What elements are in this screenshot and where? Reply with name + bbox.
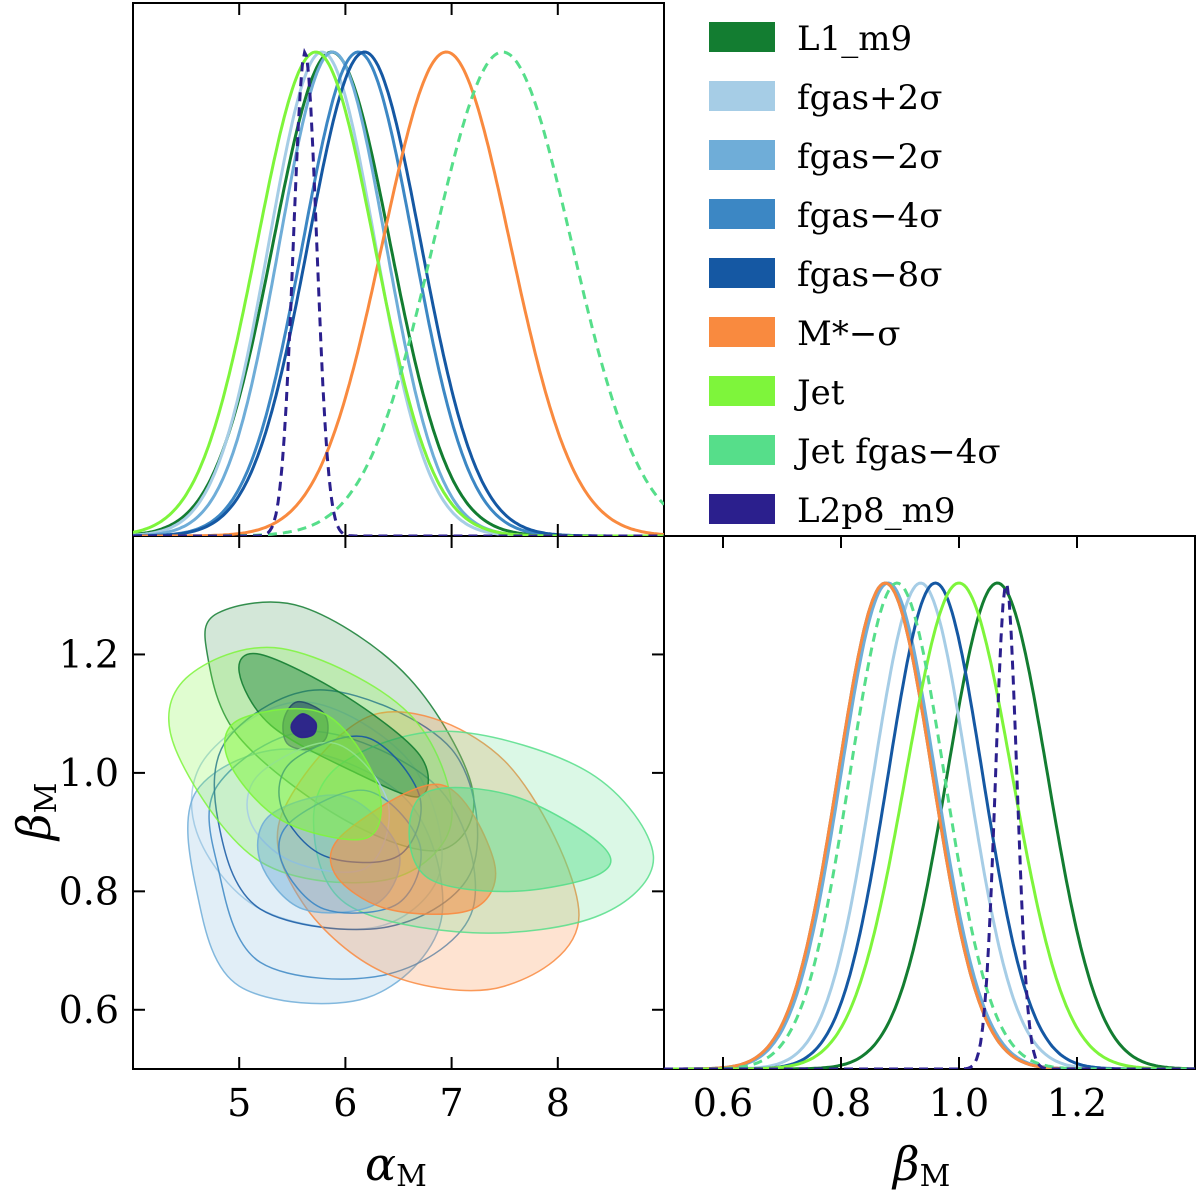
beta-ytick-label-1.2: 1.2 [59, 632, 119, 676]
legend-label-fgas−2σ: fgas−2σ [797, 137, 942, 177]
beta-marginal-L1_m9 [664, 581, 1195, 1069]
beta-ytick-label-0.8: 0.8 [59, 869, 119, 913]
x-axis-label-beta: βM [891, 1137, 950, 1194]
legend-swatch-fgas+2σ [709, 81, 775, 111]
y-axis-label-beta: βM [7, 783, 64, 842]
beta-marginal-curves [664, 581, 1195, 1069]
contour68-Jet [223, 707, 382, 841]
beta-marginal-panel [663, 535, 1196, 1070]
legend-swatch-fgas−4σ [709, 199, 775, 229]
beta-ytick-label-1: 1.0 [59, 751, 119, 795]
legend-label-fgas−8σ: fgas−8σ [797, 255, 942, 295]
contour68-L2p8_m9 [290, 712, 318, 739]
beta-marginal-M*−σ [664, 581, 1195, 1069]
legend-label-L1_m9: L1_m9 [797, 19, 912, 59]
legend-swatch-M*−σ [709, 317, 775, 347]
legend-label-Jet fgas−4σ: Jet fgas−4σ [794, 432, 1001, 472]
legend-swatch-Jet fgas−4σ [709, 435, 775, 465]
alpha-tick-label-7: 7 [440, 1081, 464, 1125]
legend-label-Jet: Jet [794, 373, 845, 413]
legend: L1_m9 fgas+2σ fgas−2σ fgas−4σ fgas−8σ M*−σ Jet… [709, 19, 1001, 531]
beta-xtick-label-0.6: 0.6 [693, 1081, 753, 1125]
legend-swatch-L2p8_m9 [709, 494, 775, 524]
legend-swatch-L1_m9 [709, 22, 775, 52]
alpha-marginal-Jet [133, 50, 664, 536]
legend-swatch-fgas−2σ [709, 140, 775, 170]
x-axis-label-alpha: αM [365, 1137, 427, 1194]
axis-ticks: 5 6 7 8 0.6 0.6 0.8 0.8 1.0 1.0 1.2 1.2 [59, 3, 1107, 1125]
alpha-tick-label-6: 6 [333, 1081, 357, 1125]
beta-xtick-label-0.8: 0.8 [811, 1081, 871, 1125]
alpha-tick-label-5: 5 [227, 1081, 251, 1125]
joint-contours [168, 601, 655, 1005]
legend-label-L2p8_m9: L2p8_m9 [797, 491, 955, 531]
legend-label-fgas+2σ: fgas+2σ [797, 78, 942, 118]
beta-xtick-label-1.2: 1.2 [1047, 1081, 1107, 1125]
legend-swatch-Jet [709, 376, 775, 406]
beta-xtick-label-1: 1.0 [929, 1081, 989, 1125]
alpha-marginal-M*−σ [133, 50, 664, 536]
legend-label-fgas−4σ: fgas−4σ [797, 196, 942, 236]
alpha-tick-label-8: 8 [546, 1081, 570, 1125]
contour68-Jet fgas−4σ [408, 786, 612, 893]
alpha-marginal-fgas−2σ [133, 50, 664, 536]
beta-marginal-Jet [664, 581, 1195, 1069]
legend-label-M*−σ: M*−σ [797, 314, 901, 354]
beta-ytick-label-0.6: 0.6 [59, 988, 119, 1032]
alpha-marginal-Jet fgas−4σ [133, 50, 664, 536]
legend-swatch-fgas−8σ [709, 258, 775, 288]
alpha-marginal-curves [133, 47, 664, 536]
alpha-marginal-panel [132, 2, 665, 537]
